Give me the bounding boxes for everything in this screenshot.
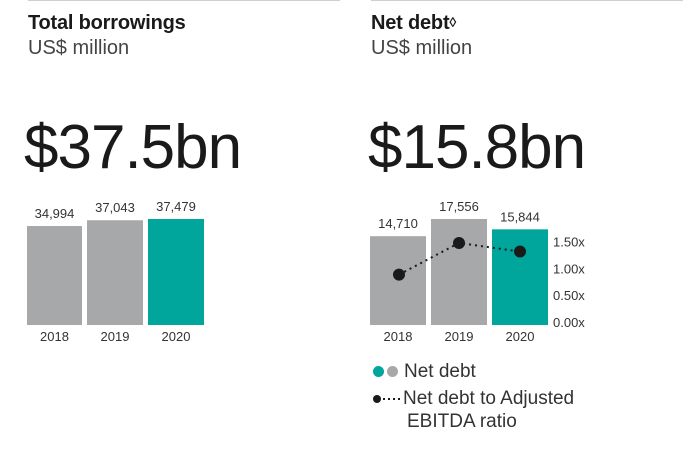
legend-net-debt: Net debt	[373, 360, 574, 383]
ratio-tick-label: 1.00x	[553, 261, 585, 276]
borrowings-year-label: 2020	[162, 329, 191, 344]
right-subtitle: US$ million	[371, 37, 473, 59]
left-subtitle: US$ million	[28, 37, 130, 59]
net-debt-bar-2020	[492, 229, 548, 325]
borrowings-value-label: 34,994	[35, 206, 75, 221]
right-top-rule	[371, 0, 683, 1]
ratio-tick-label: 0.50x	[553, 288, 585, 303]
ratio-tick-label: 0.00x	[553, 315, 585, 330]
net-debt-year-label: 2020	[506, 329, 535, 344]
net-debt-bar-2018	[370, 236, 426, 325]
legend-grey-dot	[387, 366, 398, 378]
right-title: Net debt◊	[371, 12, 456, 35]
ratio-tick-label: 1.50x	[553, 234, 585, 249]
left-top-rule	[28, 0, 340, 1]
right-title-text: Net debt	[371, 12, 450, 34]
net-debt-bar-2019	[431, 219, 487, 325]
borrowings-value-label: 37,479	[156, 199, 196, 214]
borrowings-year-label: 2018	[40, 329, 69, 344]
legend-ratio: Net debt to Adjusted	[373, 387, 574, 410]
net-debt-year-label: 2018	[384, 329, 413, 344]
right-title-symbol: ◊	[449, 14, 457, 30]
chart-legend: Net debt Net debt to Adjusted EBITDA rat…	[373, 360, 574, 433]
net-debt-value-label: 15,844	[500, 209, 540, 224]
legend-ratio-label-2: EBITDA ratio	[407, 411, 517, 433]
borrowings-bar-2018	[27, 226, 82, 325]
left-title: Total borrowings	[28, 12, 186, 34]
left-headline: $37.5bn	[24, 113, 242, 182]
net-debt-value-label: 14,710	[378, 216, 418, 231]
borrowings-bar-2020	[148, 219, 204, 325]
borrowings-year-label: 2019	[101, 329, 130, 344]
ratio-point	[514, 245, 526, 258]
borrowings-value-label: 37,043	[95, 200, 135, 215]
ratio-point	[453, 236, 465, 249]
net-debt-year-label: 2019	[445, 329, 474, 344]
legend-teal-dot	[373, 366, 384, 378]
net-debt-value-label: 17,556	[439, 199, 479, 214]
right-headline: $15.8bn	[368, 113, 586, 182]
legend-ratio-label-1: Net debt to Adjusted	[403, 388, 575, 409]
ratio-point	[393, 268, 405, 281]
legend-net-debt-label: Net debt	[404, 361, 476, 382]
borrowings-bar-2019	[87, 220, 143, 325]
legend-ratio-marker	[373, 387, 403, 410]
